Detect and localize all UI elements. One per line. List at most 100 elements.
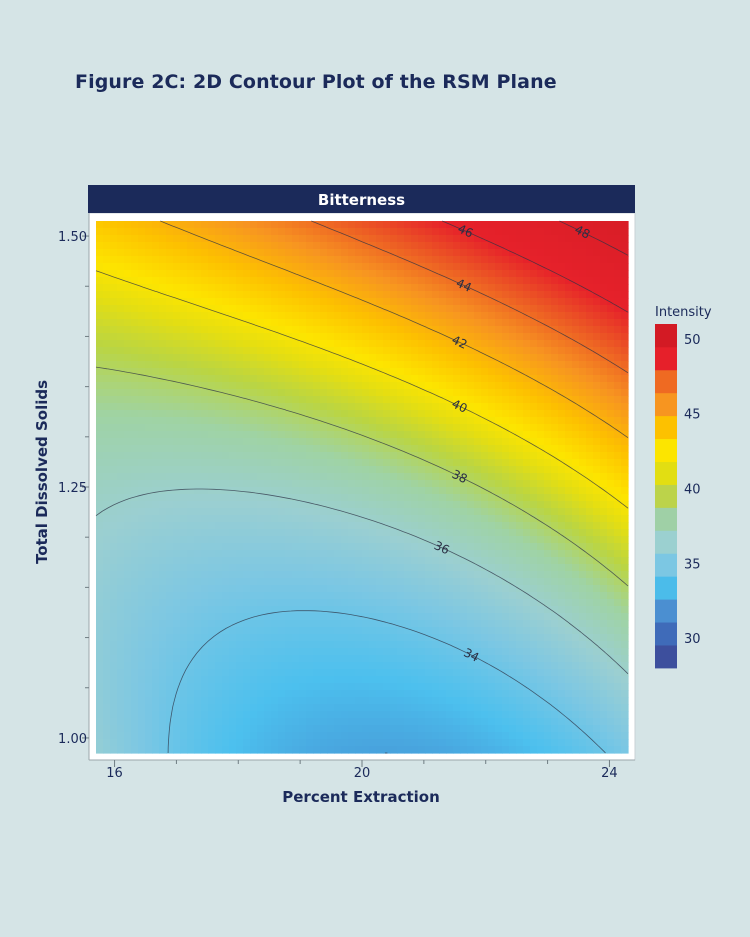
heat-cell [117, 739, 125, 747]
heat-cell [509, 711, 517, 719]
heat-cell [131, 396, 139, 404]
heat-cell [264, 508, 272, 516]
heat-cell [523, 718, 531, 726]
heat-cell [411, 438, 419, 446]
heat-cell [201, 326, 209, 334]
heat-cell [453, 711, 461, 719]
heat-cell [96, 256, 104, 264]
heat-cell [341, 459, 349, 467]
heat-cell [544, 536, 552, 544]
heat-cell [439, 634, 447, 642]
heat-cell [537, 368, 545, 376]
heat-cell [159, 676, 167, 684]
heat-cell [376, 263, 384, 271]
heat-cell [362, 571, 370, 579]
heat-cell [502, 599, 510, 607]
heat-cell [173, 494, 181, 502]
heat-cell [110, 683, 118, 691]
heat-cell [117, 228, 125, 236]
heat-cell [145, 228, 153, 236]
heat-cell [439, 326, 447, 334]
heat-cell [334, 613, 342, 621]
heat-cell [131, 529, 139, 537]
heat-cell [159, 312, 167, 320]
heat-cell [187, 697, 195, 705]
heat-cell [257, 368, 265, 376]
heat-cell [390, 382, 398, 390]
heat-cell [460, 221, 468, 229]
heat-cell [131, 676, 139, 684]
heat-cell [152, 368, 160, 376]
heat-cell [404, 284, 412, 292]
heat-cell [180, 389, 188, 397]
heat-cell [138, 459, 146, 467]
heat-cell [145, 599, 153, 607]
heat-cell [551, 438, 559, 446]
heat-cell [257, 529, 265, 537]
heat-cell [516, 690, 524, 698]
heat-cell [145, 522, 153, 530]
heat-cell [229, 648, 237, 656]
heat-cell [432, 627, 440, 635]
heat-cell [481, 298, 489, 306]
heat-cell [341, 669, 349, 677]
heat-cell [544, 494, 552, 502]
heat-cell [292, 711, 300, 719]
heat-cell [327, 718, 335, 726]
heat-cell [488, 557, 496, 565]
heat-cell [173, 333, 181, 341]
heat-cell [432, 389, 440, 397]
heat-cell [453, 718, 461, 726]
heat-cell [495, 417, 503, 425]
heat-cell [334, 746, 342, 754]
heat-cell [96, 298, 104, 306]
panel-title: Bitterness [318, 191, 405, 209]
heat-cell [397, 676, 405, 684]
heat-cell [257, 501, 265, 509]
heat-cell [313, 648, 321, 656]
heat-cell [404, 515, 412, 523]
heat-cell [243, 445, 251, 453]
heat-cell [257, 725, 265, 733]
heat-cell [306, 606, 314, 614]
heat-cell [159, 256, 167, 264]
heat-cell [222, 347, 230, 355]
heat-cell [404, 571, 412, 579]
panel-strip-bar [88, 185, 635, 213]
heat-cell [145, 676, 153, 684]
heat-cell [390, 704, 398, 712]
heat-cell [334, 697, 342, 705]
heat-cell [502, 648, 510, 656]
heat-cell [362, 613, 370, 621]
heat-cell [222, 235, 230, 243]
heat-cell [341, 627, 349, 635]
heat-cell [145, 319, 153, 327]
heat-cell [320, 417, 328, 425]
heat-cell [110, 368, 118, 376]
heat-cell [425, 235, 433, 243]
heat-cell [292, 634, 300, 642]
heat-cell [138, 319, 146, 327]
heat-cell [446, 403, 454, 411]
heat-cell [292, 522, 300, 530]
heat-cell [208, 725, 216, 733]
heat-cell [313, 711, 321, 719]
heat-cell [439, 725, 447, 733]
heat-cell [313, 613, 321, 621]
heat-cell [376, 354, 384, 362]
heat-cell [278, 599, 286, 607]
heat-cell [243, 410, 251, 418]
heat-cell [502, 571, 510, 579]
heat-cell [418, 732, 426, 740]
heat-cell [229, 452, 237, 460]
heat-cell [544, 410, 552, 418]
heat-cell [369, 333, 377, 341]
heat-cell [124, 354, 132, 362]
heat-cell [516, 466, 524, 474]
heat-cell [439, 389, 447, 397]
heat-cell [145, 550, 153, 558]
heat-cell [523, 564, 531, 572]
heat-cell [222, 676, 230, 684]
heat-cell [460, 445, 468, 453]
heat-cell [264, 340, 272, 348]
